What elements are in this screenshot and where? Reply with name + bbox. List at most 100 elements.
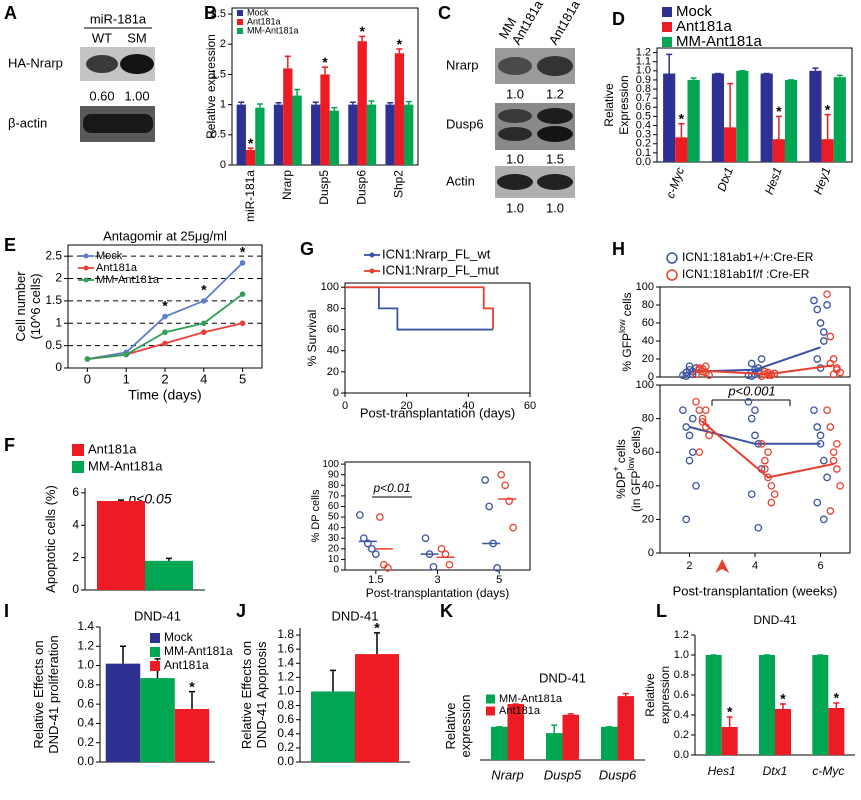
- y-tick-label: 0.6: [636, 101, 651, 113]
- y-axis-label: % Survival: [305, 310, 319, 367]
- error-bar: [359, 35, 366, 42]
- point: [813, 423, 822, 431]
- x-axis-label: Time (days): [128, 387, 201, 403]
- point: [421, 534, 430, 543]
- chart-title: Antagomir at 25μg/ml: [103, 228, 227, 243]
- x-tick-label: Hes1: [762, 165, 785, 196]
- y-tick-label: 0: [648, 547, 654, 559]
- point: [757, 439, 766, 448]
- significance: *: [834, 690, 840, 706]
- blot-band: [498, 109, 532, 123]
- legend-label: ICN1:181ab1+/+:Cre-ER: [682, 250, 814, 264]
- y-tick-label: 0.2: [674, 729, 689, 741]
- y-axis-label: expression: [458, 695, 473, 758]
- y-tick-label: 0.4: [636, 119, 651, 131]
- point: [698, 418, 707, 426]
- y-tick-label: 0.2: [77, 735, 94, 749]
- y-axis-label-part: expression: [458, 695, 473, 758]
- quant: 0.60: [89, 88, 114, 103]
- y-tick-label: 1.4: [77, 619, 94, 633]
- bar: [366, 104, 377, 165]
- x-tick-label: 1.5: [368, 574, 383, 586]
- y-tick-label: 4: [72, 517, 79, 531]
- y-axis-label-part: (10^6 cells): [28, 273, 43, 339]
- y-tick-label: 0.5: [211, 129, 226, 141]
- error-bar: [331, 106, 338, 111]
- y-axis-label: %DP+ cells: [611, 439, 628, 499]
- legend-label: MM-Ant181a: [499, 693, 563, 705]
- y-axis-label-part: Apoptotic cells (%): [43, 485, 58, 593]
- x-tick-label: miR-181a: [243, 170, 257, 222]
- y-tick-label: 100: [636, 379, 654, 391]
- legend-swatch: [237, 28, 243, 34]
- error-bar: [189, 690, 195, 709]
- mean-line: [702, 364, 834, 376]
- point: [760, 456, 769, 465]
- point: [764, 371, 772, 380]
- error-bar: [330, 669, 336, 692]
- y-axis-label: Cell number: [13, 271, 28, 342]
- y-tick-label: 0.6: [277, 712, 294, 726]
- y-tick-label: 100: [322, 459, 339, 470]
- point: [201, 298, 207, 304]
- point: [123, 351, 129, 358]
- y-tick-label: 1.5: [45, 293, 62, 307]
- point: [836, 481, 845, 490]
- significance: *: [162, 297, 168, 313]
- point: [833, 465, 841, 473]
- legend-swatch: [486, 694, 495, 704]
- point: [829, 355, 838, 363]
- bar: [357, 41, 367, 165]
- y-tick-label: 1.8: [277, 627, 294, 641]
- x-tick-label: 1: [123, 371, 130, 386]
- y-tick-label: 0: [333, 387, 339, 399]
- series-line: [345, 286, 494, 330]
- blot-band: [498, 57, 532, 75]
- y-tick-label: 1.1: [636, 56, 651, 68]
- y-axis-label-part: Relative: [602, 83, 616, 127]
- y-tick-label: 0: [333, 565, 339, 576]
- y-tick-label: 0.4: [277, 726, 294, 740]
- y-tick-label: 0: [55, 360, 62, 374]
- point: [679, 406, 687, 415]
- point: [751, 431, 759, 440]
- point: [813, 355, 822, 363]
- point: [363, 539, 372, 548]
- point: [162, 340, 168, 347]
- legend-label: Mock: [676, 3, 712, 20]
- x-tick-label: 0: [84, 371, 91, 386]
- legend-swatch: [662, 22, 672, 32]
- bar: [385, 104, 395, 165]
- legend-label: MM-Ant181a: [676, 33, 763, 50]
- y-tick-label: 60: [642, 446, 654, 458]
- point: [505, 497, 514, 506]
- point: [441, 550, 450, 558]
- y-tick-label: 1.0: [674, 649, 689, 661]
- x-tick-label: 0: [342, 400, 348, 412]
- error-bar: [812, 67, 819, 71]
- error-bar: [405, 100, 412, 105]
- bar: [721, 727, 738, 755]
- point: [770, 490, 779, 499]
- y-axis-label: % DP cells: [310, 489, 322, 542]
- y-tick-label: 1.2: [674, 629, 689, 641]
- x-tick-label: Dusp6: [599, 767, 637, 782]
- legend-label: ICN1:Nrarp_FL_mut: [382, 262, 499, 277]
- y-axis-label-part: % Survival: [305, 310, 319, 367]
- y-tick-label: 0.6: [77, 696, 94, 710]
- significance: *: [776, 103, 782, 119]
- chart-title: DND-41: [753, 613, 797, 627]
- x-tick-label: 2: [161, 371, 168, 386]
- bar: [311, 104, 321, 165]
- point: [437, 544, 446, 553]
- error-bar: [166, 557, 172, 561]
- bar: [292, 95, 302, 165]
- y-tick-label: 0.4: [77, 716, 94, 730]
- point: [501, 481, 510, 490]
- legend-label: Ant181a: [247, 16, 281, 26]
- blot-band: [498, 127, 532, 141]
- mean-line: [701, 421, 834, 479]
- y-axis-label-part: low: [617, 319, 627, 333]
- legend-swatch: [150, 661, 160, 671]
- significance: *: [248, 135, 254, 151]
